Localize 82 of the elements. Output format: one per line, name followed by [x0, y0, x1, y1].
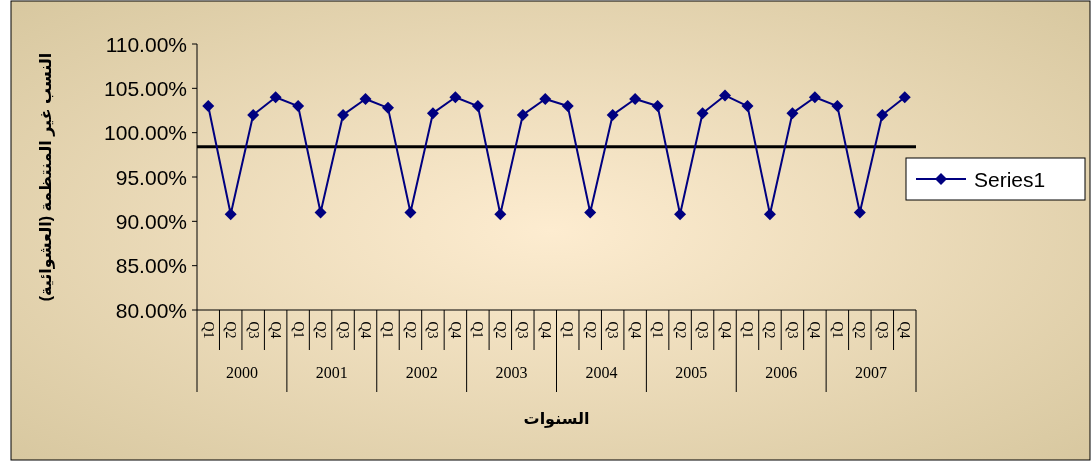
point: [831, 100, 844, 113]
text: 2006: [765, 363, 798, 381]
point: [629, 92, 642, 105]
point: [853, 206, 866, 219]
x-tick-label: Q2: [672, 321, 688, 339]
point: [247, 108, 260, 121]
point: [651, 100, 664, 113]
x-tick-label: Q2: [402, 321, 418, 339]
x-tick-label: Q3: [335, 321, 351, 339]
text: 2002: [405, 363, 438, 381]
text: 2005: [675, 363, 708, 381]
point: [337, 108, 350, 121]
x-tick-label: Q1: [829, 321, 845, 339]
x-tick-label: Q4: [627, 321, 643, 339]
point: [539, 92, 552, 105]
point: [808, 91, 821, 104]
point: [696, 107, 709, 120]
point: [876, 108, 889, 121]
x-tick-label: Q1: [380, 321, 396, 339]
x-tick-label: Q4: [807, 321, 823, 339]
y-axis-title: النسب غير المنتظمة (العشوائية): [36, 52, 55, 302]
y-tick-label: 100.00%: [104, 121, 187, 145]
x-tick-label: Q2: [223, 321, 239, 339]
x-tick-label: Q3: [245, 321, 261, 339]
point: [292, 100, 305, 113]
x-tick-label: Q4: [897, 321, 913, 339]
point: [426, 107, 439, 120]
x-tick-label: Q1: [290, 321, 306, 339]
point: [381, 101, 394, 114]
x-tick-label: Q3: [425, 321, 441, 339]
point: [494, 208, 507, 221]
point: [471, 100, 484, 113]
x-tick-label: Q1: [560, 321, 576, 339]
x-tick-label: Q4: [537, 321, 553, 339]
y-tick-label: 95.00%: [115, 165, 187, 189]
text: 2000: [225, 363, 258, 381]
x-tick-label: Q3: [515, 321, 531, 339]
point: [674, 208, 687, 221]
x-tick-label: Q3: [784, 321, 800, 339]
text: 2007: [855, 363, 888, 381]
point: [269, 91, 282, 104]
text: 2004: [585, 363, 618, 381]
x-tick-label: Q4: [268, 321, 284, 339]
x-tick-label: Q4: [717, 321, 733, 339]
x-tick-label: Q1: [470, 321, 486, 339]
x-tick-label: Q1: [200, 321, 216, 339]
point: [763, 208, 776, 221]
point: [786, 107, 799, 120]
point: [449, 91, 462, 104]
point: [741, 100, 754, 113]
x-tick-label: Q1: [650, 321, 666, 339]
x-tick-label: Q3: [605, 321, 621, 339]
x-tick-label: Q2: [852, 321, 868, 339]
x-tick-label: Q2: [313, 321, 329, 339]
point: [584, 206, 597, 219]
x-tick-label: Q2: [762, 321, 778, 339]
point: [359, 92, 372, 105]
x-tick-label: Q3: [874, 321, 890, 339]
point: [314, 206, 327, 219]
text: 2003: [495, 363, 528, 381]
x-tick-label: Q2: [492, 321, 508, 339]
text: 2001: [315, 363, 348, 381]
y-tick-label: 90.00%: [115, 209, 187, 233]
x-tick-label: Q4: [358, 321, 374, 339]
y-tick-label: 110.00%: [105, 32, 187, 56]
x-tick-label: Q1: [739, 321, 755, 339]
y-tick-label: 80.00%: [115, 298, 187, 322]
point: [561, 100, 574, 113]
legend-label: Series1: [974, 167, 1046, 191]
point: [224, 208, 237, 221]
x-tick-label: Q2: [582, 321, 598, 339]
point: [202, 100, 215, 113]
point: [606, 108, 619, 121]
x-tick-label: Q3: [695, 321, 711, 339]
y-tick-label: 85.00%: [115, 254, 187, 278]
x-axis-title: السنوات: [523, 409, 590, 428]
point: [898, 91, 911, 104]
point: [719, 89, 732, 102]
x-tick-label: Q4: [447, 321, 463, 339]
point: [404, 206, 417, 219]
y-tick-label: 105.00%: [104, 76, 187, 100]
point: [516, 108, 529, 121]
